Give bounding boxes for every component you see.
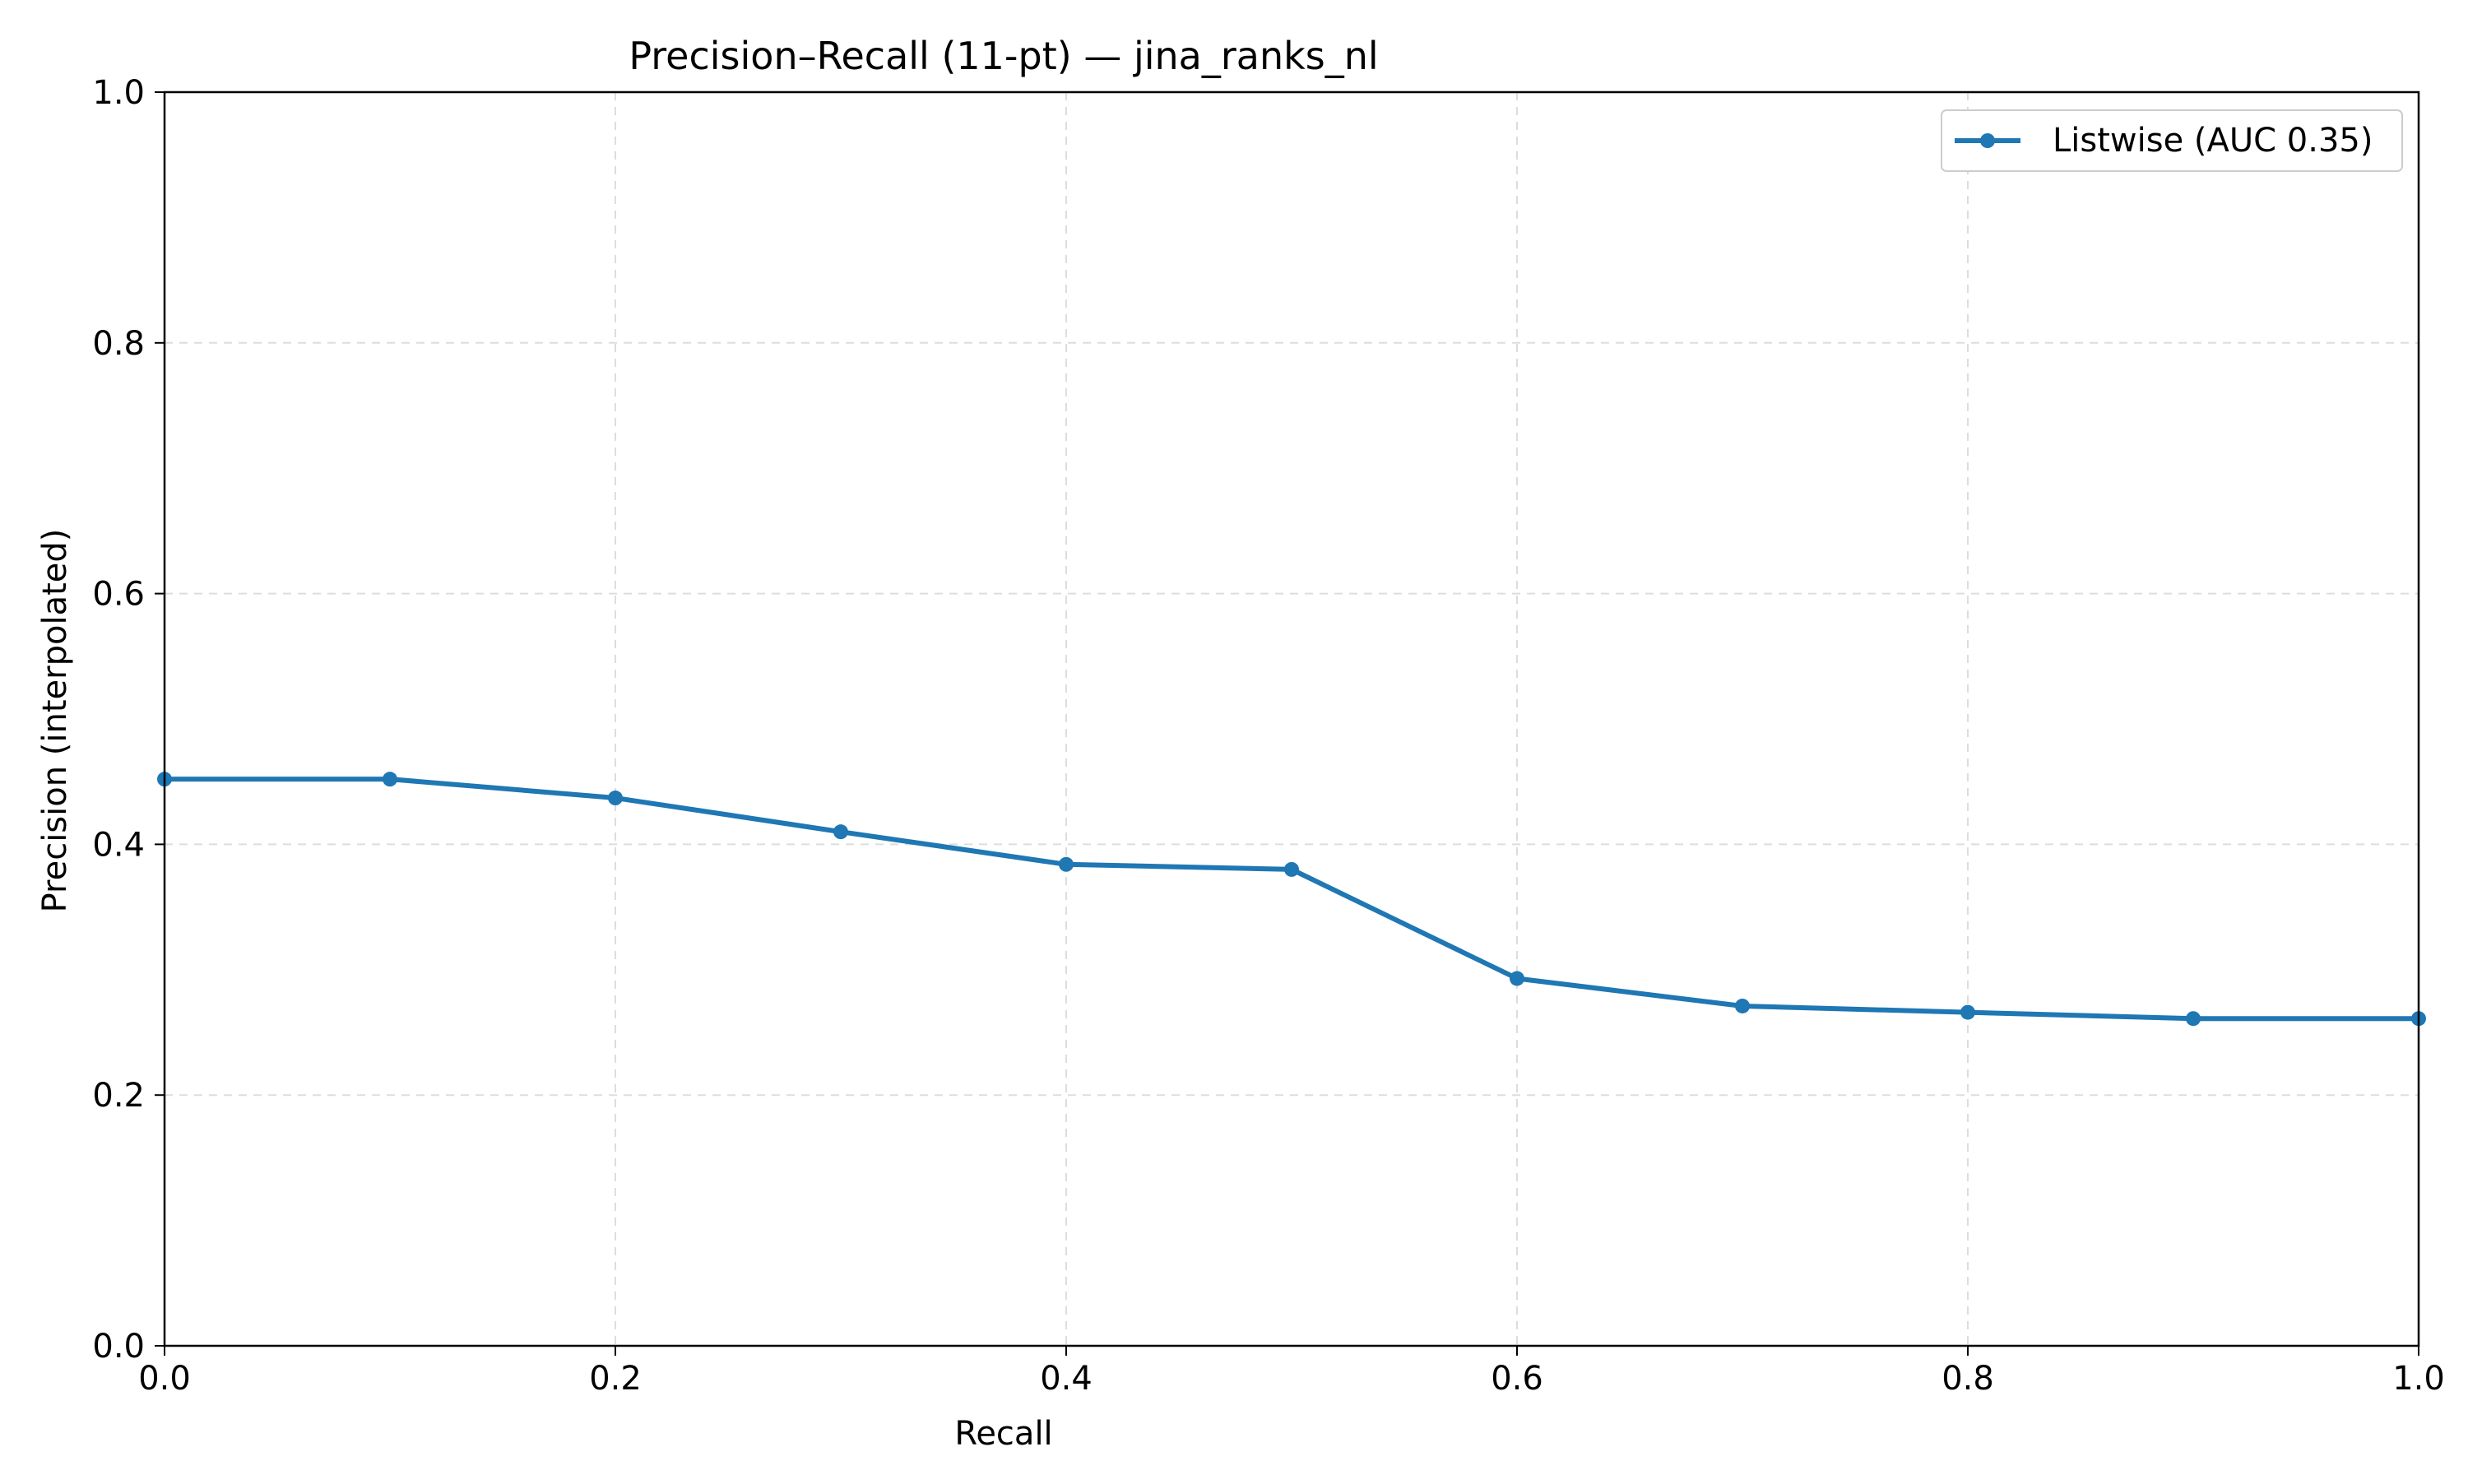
data-point bbox=[833, 824, 848, 840]
legend: Listwise (AUC 0.35) bbox=[1941, 109, 2403, 172]
y-tick-label: 0.2 bbox=[92, 1077, 145, 1115]
series-layer bbox=[157, 772, 2426, 1027]
axis-ticks: 0.0 0.2 0.4 0.6 0.8 1.0 0.0 0.2 0.4 0.6 0.8 1.0 bbox=[92, 74, 2444, 1398]
y-tick-label: 0.8 bbox=[92, 325, 145, 363]
y-tick-label: 1.0 bbox=[92, 74, 145, 112]
data-point bbox=[1059, 856, 1074, 872]
data-point bbox=[1735, 998, 1750, 1013]
legend-marker-swatch bbox=[1980, 133, 1995, 148]
x-axis-label: Recall bbox=[954, 1415, 1052, 1453]
plot-frame bbox=[163, 90, 2420, 1347]
data-point bbox=[608, 791, 623, 806]
data-point bbox=[1284, 861, 1299, 877]
data-point bbox=[1510, 971, 1524, 986]
y-tick-label: 0.6 bbox=[92, 576, 145, 614]
x-tick-label: 0.4 bbox=[1040, 1360, 1093, 1398]
x-tick-label: 0.0 bbox=[138, 1360, 191, 1398]
y-tick-label: 0.0 bbox=[92, 1328, 145, 1366]
data-point bbox=[2186, 1011, 2201, 1027]
y-axis-label: Precision (interpolated) bbox=[36, 529, 74, 913]
legend-label: Listwise (AUC 0.35) bbox=[2053, 122, 2373, 160]
data-point bbox=[383, 772, 397, 787]
x-tick-label: 1.0 bbox=[2392, 1360, 2445, 1398]
chart-title: Precision–Recall (11-pt) — jina_ranks_nl bbox=[629, 34, 1378, 78]
legend-box bbox=[1941, 109, 2403, 172]
x-tick-label: 0.6 bbox=[1491, 1360, 1543, 1398]
y-tick-label: 0.4 bbox=[92, 826, 145, 864]
x-tick-label: 0.8 bbox=[1941, 1360, 1994, 1398]
data-point bbox=[1960, 1004, 1975, 1020]
x-tick-label: 0.2 bbox=[589, 1360, 642, 1398]
